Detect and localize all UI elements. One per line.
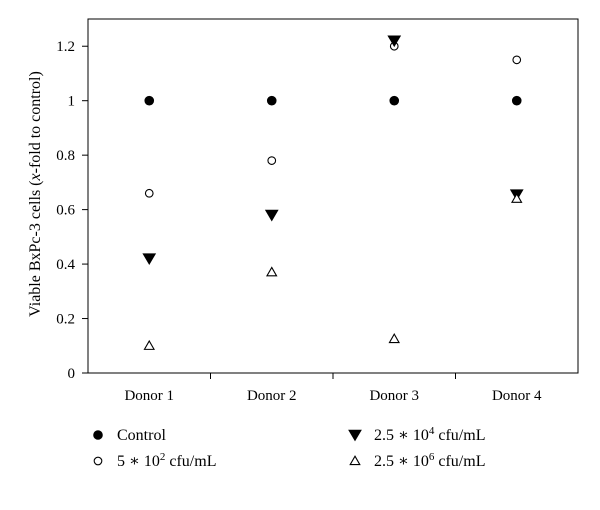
- data-point: [266, 95, 277, 106]
- series-0: [144, 95, 522, 106]
- y-tick-label: 1.2: [56, 39, 75, 55]
- y-axis-label-italic: x: [27, 173, 44, 181]
- legend-marker: [349, 455, 361, 466]
- data-point: [387, 35, 402, 48]
- series-2: [142, 35, 524, 266]
- data-point: [142, 253, 157, 266]
- x-tick-label: Donor 3: [369, 388, 419, 404]
- series-1: [144, 41, 522, 198]
- y-tick-label: 0.8: [56, 148, 75, 164]
- legend-label-suffix: cfu/mL: [434, 427, 485, 444]
- y-tick-label: 0: [68, 366, 76, 382]
- legend-label-suffix: cfu/mL: [434, 453, 485, 470]
- data-point: [144, 188, 154, 198]
- legend-label-sup: 4: [429, 425, 435, 437]
- data-points: [142, 35, 524, 350]
- data-point: [511, 95, 522, 106]
- y-tick-label: 0.6: [56, 203, 75, 219]
- legend-label: 2.5 ∗ 106 cfu/mL: [374, 451, 485, 470]
- data-point: [267, 156, 277, 165]
- legend-label-base: 5 ∗ 10: [117, 453, 160, 470]
- legend-marker: [93, 430, 103, 440]
- y-tick-label: 1: [68, 94, 76, 110]
- data-point: [388, 333, 400, 344]
- data-point: [144, 95, 155, 106]
- legend-label: Control: [117, 427, 166, 444]
- x-tick-label: Donor 1: [124, 388, 174, 404]
- series-3: [143, 192, 523, 350]
- legend-marker: [93, 456, 103, 466]
- y-axis-label-post: -fold to control): [27, 71, 44, 173]
- y-tick-label: 0.2: [56, 312, 75, 328]
- x-axis-ticks: Donor 1 Donor 2 Donor 3 Donor 4: [124, 373, 542, 404]
- legend-label-base: Control: [117, 427, 166, 444]
- y-axis-label-pre: Viable BxPc-3 cells (: [27, 180, 44, 316]
- x-tick-label: Donor 2: [247, 388, 297, 404]
- legend-label-suffix: cfu/mL: [165, 453, 216, 470]
- legend-item: 2.5 ∗ 106 cfu/mL: [349, 451, 485, 470]
- data-point: [389, 95, 400, 106]
- legend-marker: [348, 429, 362, 442]
- x-tick-label: Donor 4: [492, 388, 542, 404]
- legend-label-sup: 6: [429, 451, 435, 463]
- legend-label-base: 2.5 ∗ 10: [374, 453, 429, 470]
- data-point: [266, 266, 278, 277]
- axes: [87, 18, 579, 374]
- data-point: [264, 209, 279, 222]
- y-tick-label: 0.4: [56, 257, 75, 273]
- legend-label-sup: 2: [160, 451, 166, 463]
- data-point: [511, 192, 523, 203]
- legend-item: 5 ∗ 102 cfu/mL: [93, 451, 216, 470]
- plot-frame: [87, 18, 579, 374]
- y-axis-label: Viable BxPc-3 cells (x-fold to control): [27, 71, 44, 317]
- legend-item: 2.5 ∗ 104 cfu/mL: [348, 425, 485, 444]
- legend-label-base: 2.5 ∗ 10: [374, 427, 429, 444]
- legend-label: 5 ∗ 102 cfu/mL: [117, 451, 216, 470]
- legend-item: Control: [93, 427, 166, 444]
- legend-label: 2.5 ∗ 104 cfu/mL: [374, 425, 485, 444]
- data-point: [512, 55, 522, 65]
- y-axis-ticks: 0 0.2 0.4 0.6 0.8 1 1.2: [56, 39, 88, 382]
- data-point: [143, 339, 155, 350]
